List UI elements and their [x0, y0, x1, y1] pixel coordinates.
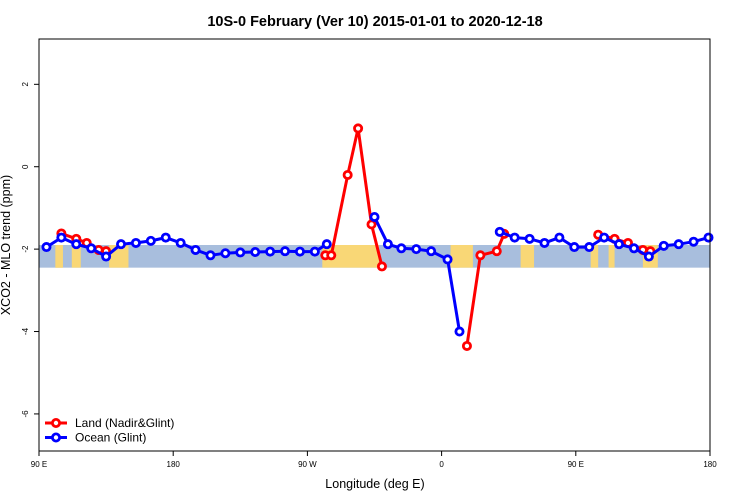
data-point — [703, 232, 714, 243]
data-point — [353, 123, 364, 134]
data-point — [309, 246, 320, 257]
data-point — [56, 232, 67, 243]
data-point — [342, 169, 353, 180]
data-point — [382, 239, 393, 250]
data-point — [220, 248, 231, 259]
data-point — [524, 233, 535, 244]
x-tick-label: 90 E — [568, 460, 584, 469]
x-axis: 90 E 180 90 W 0 90 E 180 — [31, 451, 717, 469]
legend: Land (Nadir&Glint)Ocean (Glint) — [45, 416, 174, 445]
data-point — [475, 250, 486, 261]
x-tick-label: 180 — [703, 460, 717, 469]
data-point — [130, 237, 141, 248]
data-point — [569, 242, 580, 253]
series-layer — [41, 123, 714, 351]
data-point — [86, 243, 97, 254]
map-land-patch — [322, 245, 379, 268]
data-point — [175, 237, 186, 248]
data-point — [280, 246, 291, 257]
data-point — [145, 235, 156, 246]
data-point — [554, 232, 565, 243]
y-tick-label: -2 — [21, 245, 30, 253]
data-point — [461, 340, 472, 351]
x-tick-label: 90 E — [31, 460, 47, 469]
map-land-patch — [55, 245, 63, 268]
y-tick-label: -4 — [21, 327, 30, 335]
y-tick-label: 2 — [21, 82, 30, 87]
legend-marker — [51, 432, 62, 443]
data-point — [71, 239, 82, 250]
data-point — [205, 250, 216, 261]
data-point — [614, 239, 625, 250]
data-point — [599, 232, 610, 243]
map-land-patch — [608, 245, 615, 268]
data-point — [326, 250, 337, 261]
data-point — [376, 261, 387, 272]
legend-marker — [51, 417, 62, 428]
y-axis: 2 0 -2 -4 -6 — [21, 82, 39, 418]
data-point — [396, 243, 407, 254]
map-land-patch — [590, 245, 599, 268]
data-point — [160, 232, 171, 243]
data-point — [673, 239, 684, 250]
map-land-patch — [450, 245, 460, 268]
data-point — [509, 232, 520, 243]
data-point — [41, 242, 52, 253]
x-axis-label: Longitude (deg E) — [325, 477, 424, 491]
data-point — [494, 226, 505, 237]
legend-label: Land (Nadir&Glint) — [75, 416, 174, 430]
map-land-patch — [520, 245, 535, 268]
x-tick-label: 0 — [439, 460, 444, 469]
y-axis-label: XCO2 - MLO trend (ppm) — [0, 175, 13, 315]
series-ocean-glint — [41, 211, 714, 337]
map-band — [39, 245, 710, 268]
data-point — [454, 326, 465, 337]
data-point — [491, 246, 502, 257]
x-tick-label: 90 W — [298, 460, 317, 469]
data-point — [116, 239, 127, 250]
plot-frame — [38, 38, 711, 452]
series-line — [373, 216, 461, 332]
y-tick-label: -6 — [21, 410, 30, 418]
data-point — [658, 240, 669, 251]
x-tick-label: 180 — [167, 460, 181, 469]
data-point — [265, 246, 276, 257]
data-point — [688, 236, 699, 247]
data-point — [101, 251, 112, 262]
data-point — [294, 246, 305, 257]
series-land-nadir-glint — [56, 123, 656, 351]
y-tick-label: 0 — [21, 164, 30, 169]
legend-label: Ocean (Glint) — [75, 431, 146, 445]
series-line — [465, 233, 506, 347]
data-point — [442, 254, 453, 265]
data-point — [643, 251, 654, 262]
data-point — [250, 247, 261, 258]
data-point — [235, 247, 246, 258]
data-point — [411, 244, 422, 255]
data-point — [426, 246, 437, 257]
chart-title: 10S-0 February (Ver 10) 2015-01-01 to 20… — [207, 14, 542, 30]
data-point — [628, 243, 639, 254]
data-point — [539, 237, 550, 248]
data-point — [369, 211, 380, 222]
map-land-patch — [71, 245, 81, 268]
data-point — [584, 242, 595, 253]
data-point — [190, 244, 201, 255]
data-point — [321, 239, 332, 250]
